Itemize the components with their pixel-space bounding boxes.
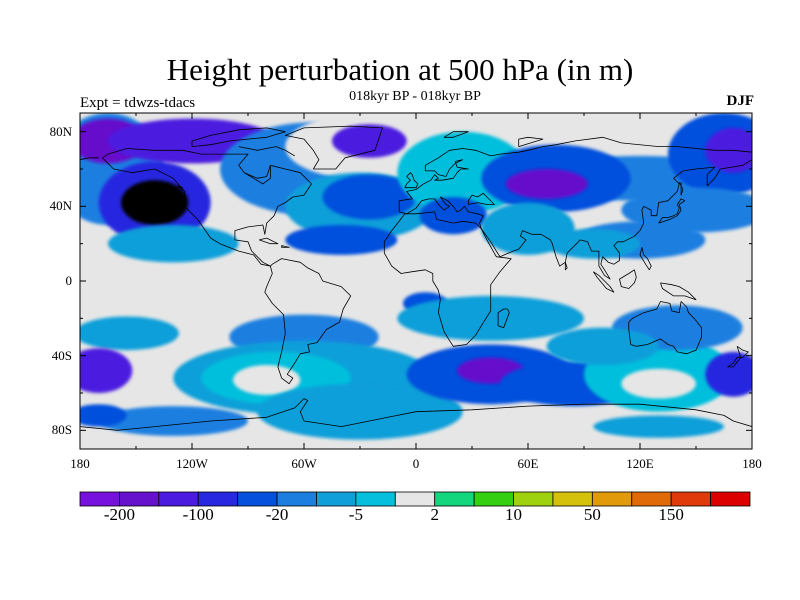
coastline-layer xyxy=(80,125,752,431)
experiment-label: Expt = tdwzs-tdacs xyxy=(80,95,196,111)
lat-tick-label: 40S xyxy=(51,347,72,363)
coastline-5 xyxy=(80,157,99,161)
coastline-25 xyxy=(443,131,469,138)
colorbar-box-11 xyxy=(513,491,554,507)
contour-fill-layer xyxy=(80,113,752,440)
colorbar-box-2 xyxy=(158,491,199,507)
contour-region-13 xyxy=(505,169,588,199)
colorbar-box-7 xyxy=(355,491,396,507)
contour-region-29 xyxy=(233,365,301,395)
contour-region-8 xyxy=(322,174,417,220)
coastline-26 xyxy=(518,136,544,147)
colorbar-box-9 xyxy=(434,491,475,507)
coastline-16 xyxy=(80,398,752,431)
contour-region-22 xyxy=(546,228,640,259)
colorbar-box-3 xyxy=(197,491,239,507)
colorbar-label: -5 xyxy=(348,505,363,524)
coastline-20 xyxy=(244,165,271,179)
colorbar-label: -200 xyxy=(103,505,135,524)
contour-region-26 xyxy=(80,348,133,393)
lat-tick-label: 40N xyxy=(49,198,72,214)
contour-region-2 xyxy=(121,180,189,226)
lon-tick-label: 60W xyxy=(291,456,317,471)
coastline-11 xyxy=(619,269,637,289)
chart-subtitle: 018kyr BP - 018kyr BP xyxy=(349,89,481,104)
contour-region-16 xyxy=(621,187,752,233)
contour-region-20 xyxy=(107,225,239,263)
contour-region-38 xyxy=(546,327,659,366)
colorbar-box-4 xyxy=(237,491,278,507)
colorbar-box-1 xyxy=(119,491,160,507)
contour-region-40 xyxy=(593,415,725,438)
colorbar-label: 50 xyxy=(583,505,601,524)
colorbar-label: -20 xyxy=(265,505,289,524)
coastline-17 xyxy=(639,247,652,271)
coastline-0 xyxy=(102,148,312,267)
axis-ticks xyxy=(79,113,753,449)
coastline-10 xyxy=(592,271,615,293)
coastline-22 xyxy=(564,262,568,271)
chart-title: Height perturbation at 500 hPa (in m) xyxy=(166,52,634,87)
colorbar-box-10 xyxy=(473,491,514,507)
colorbar-label: -100 xyxy=(182,505,214,524)
lat-tick-label: 80S xyxy=(51,422,72,438)
coastline-9 xyxy=(658,198,686,224)
contour-region-36 xyxy=(621,368,697,399)
colorbar-box-16 xyxy=(710,491,751,507)
coastline-19 xyxy=(281,245,290,248)
coastline-13 xyxy=(628,301,702,355)
coastline-3 xyxy=(383,211,512,347)
colorbar-box-5 xyxy=(276,491,317,507)
contour-region-30 xyxy=(257,383,463,440)
lon-tick-label: 120E xyxy=(626,456,654,471)
coastline-8 xyxy=(404,172,419,189)
colorbar-label: 2 xyxy=(430,505,439,524)
coastline-6 xyxy=(399,159,752,280)
coastline-12 xyxy=(660,282,697,301)
contour-region-42 xyxy=(80,404,127,427)
contour-region-34 xyxy=(397,295,584,341)
coastline-24 xyxy=(191,127,286,147)
colorbar-box-15 xyxy=(670,491,711,507)
contour-region-24 xyxy=(80,316,179,351)
lon-tick-label: 0 xyxy=(412,456,420,471)
lon-tick-label: 180 xyxy=(70,456,90,471)
colorbar-box-0 xyxy=(79,491,120,507)
season-label: DJF xyxy=(726,93,755,109)
coastline-14 xyxy=(727,345,749,368)
colorbar xyxy=(79,491,751,507)
coastline-15 xyxy=(497,308,510,329)
colorbar-box-13 xyxy=(591,491,633,507)
lat-tick-label: 0 xyxy=(65,273,73,288)
coastline-23 xyxy=(238,146,295,157)
coastline-2 xyxy=(284,125,383,170)
lon-tick-label: 120W xyxy=(176,456,208,471)
coastline-27 xyxy=(678,181,684,196)
coastline-18 xyxy=(259,237,279,245)
lat-tick-label: 80N xyxy=(49,123,72,139)
contour-region-39 xyxy=(705,351,752,397)
colorbar-box-6 xyxy=(316,491,357,507)
contour-region-17 xyxy=(419,197,487,235)
contour-region-19 xyxy=(285,225,398,255)
colorbar-box-14 xyxy=(631,491,672,507)
colorbar-box-12 xyxy=(552,491,593,507)
contour-region-9 xyxy=(332,124,407,158)
coastline-4 xyxy=(398,136,752,212)
coastline-21 xyxy=(176,185,183,190)
lon-tick-label: 60E xyxy=(517,456,539,471)
colorbar-label: 10 xyxy=(505,505,523,524)
colorbar-label: 150 xyxy=(658,505,684,524)
coastline-7 xyxy=(467,192,495,205)
lon-tick-label: 180 xyxy=(742,456,762,471)
colorbar-box-8 xyxy=(394,491,436,507)
coastline-1 xyxy=(264,258,352,385)
